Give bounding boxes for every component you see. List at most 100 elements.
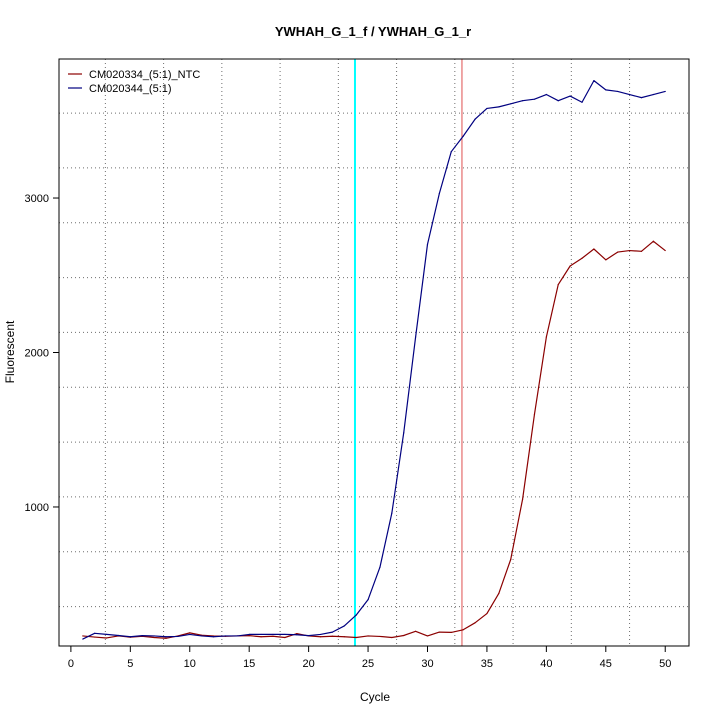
data-point	[391, 636, 393, 639]
data-point	[533, 413, 536, 415]
series-line	[82, 80, 666, 640]
data-point	[652, 93, 654, 96]
data-point	[189, 633, 191, 636]
data-point	[284, 633, 286, 636]
data-point	[581, 101, 583, 103]
data-point	[379, 566, 381, 568]
data-point	[545, 336, 547, 338]
data-point	[557, 100, 559, 102]
x-tick-label: 5	[127, 658, 133, 670]
x-tick-label: 35	[481, 658, 493, 670]
data-point	[212, 636, 215, 638]
data-point	[331, 635, 333, 637]
data-point	[450, 151, 452, 153]
data-point	[498, 592, 500, 595]
data-point	[438, 192, 440, 194]
data-point	[581, 257, 583, 259]
series-group	[82, 80, 666, 640]
data-point	[367, 599, 369, 601]
legend-label: CM020334_(5:1)_NTC	[89, 69, 200, 81]
data-point	[557, 283, 559, 286]
data-point	[415, 336, 417, 338]
data-point	[248, 635, 250, 637]
data-point	[426, 243, 429, 245]
data-point	[628, 93, 631, 96]
data-point	[486, 107, 488, 110]
x-tick-label: 15	[243, 658, 255, 670]
data-point	[260, 636, 262, 638]
x-tick-label: 10	[184, 658, 196, 670]
data-point	[308, 635, 310, 637]
data-point	[521, 100, 524, 102]
y-axis-label: Fluorescent	[3, 320, 17, 383]
x-tick-label: 25	[362, 658, 374, 670]
data-point	[82, 638, 84, 640]
x-axis-label: Cycle	[360, 690, 390, 704]
x-tick-label: 45	[600, 658, 612, 670]
legend-label: CM020344_(5:1)	[89, 83, 172, 95]
data-point	[426, 635, 429, 637]
data-point	[521, 498, 524, 500]
data-point	[664, 249, 666, 252]
data-point	[593, 80, 595, 82]
data-point	[605, 259, 607, 261]
data-point	[105, 633, 108, 636]
threshold-layer	[353, 59, 463, 646]
legend: CM020334_(5:1)_NTC CM020344_(5:1)	[68, 69, 200, 95]
data-point	[640, 250, 643, 252]
data-point	[201, 635, 203, 637]
data-point	[343, 636, 345, 638]
data-point	[165, 637, 167, 639]
data-point	[403, 634, 405, 637]
data-point	[617, 251, 619, 253]
x-tick-label: 40	[540, 658, 552, 670]
data-point	[343, 625, 345, 627]
data-point	[367, 635, 369, 637]
data-point	[177, 635, 179, 638]
x-tick-label: 20	[302, 658, 314, 670]
data-point	[94, 632, 96, 634]
data-point	[605, 89, 607, 91]
data-point	[628, 249, 631, 252]
data-point	[319, 633, 322, 636]
data-point	[117, 634, 120, 637]
data-point	[545, 93, 547, 96]
data-point	[141, 635, 143, 637]
series-group	[82, 240, 666, 639]
data-point	[129, 636, 131, 638]
data-point	[272, 635, 274, 637]
data-point	[391, 512, 393, 514]
data-point	[153, 635, 155, 637]
data-point	[474, 622, 476, 624]
y-tick-label: 3000	[25, 193, 49, 205]
data-point	[510, 103, 512, 105]
data-point	[652, 240, 654, 242]
data-point	[224, 635, 227, 637]
data-point	[82, 635, 84, 637]
x-tick-label: 50	[659, 658, 671, 670]
data-point	[94, 636, 96, 638]
x-tick-label: 0	[68, 658, 74, 670]
data-point	[617, 90, 619, 93]
data-point	[248, 633, 250, 636]
y-tick-label: 2000	[25, 348, 49, 360]
data-point	[486, 612, 488, 615]
data-point	[462, 135, 464, 137]
data-point	[664, 90, 666, 93]
y-tick-label: 1000	[25, 502, 49, 514]
data-point	[331, 631, 333, 633]
data-point	[569, 265, 571, 267]
series-line	[82, 240, 666, 639]
data-point	[569, 95, 571, 97]
data-point	[474, 118, 476, 120]
axis-layer: 0 5 10 15 20 25 30 35 40 45 50 1000 2000 3000	[25, 193, 672, 670]
data-point	[355, 636, 357, 639]
data-point	[403, 432, 405, 434]
data-point	[319, 636, 322, 638]
data-point	[189, 632, 191, 634]
data-point	[105, 637, 108, 639]
data-point	[296, 634, 298, 636]
